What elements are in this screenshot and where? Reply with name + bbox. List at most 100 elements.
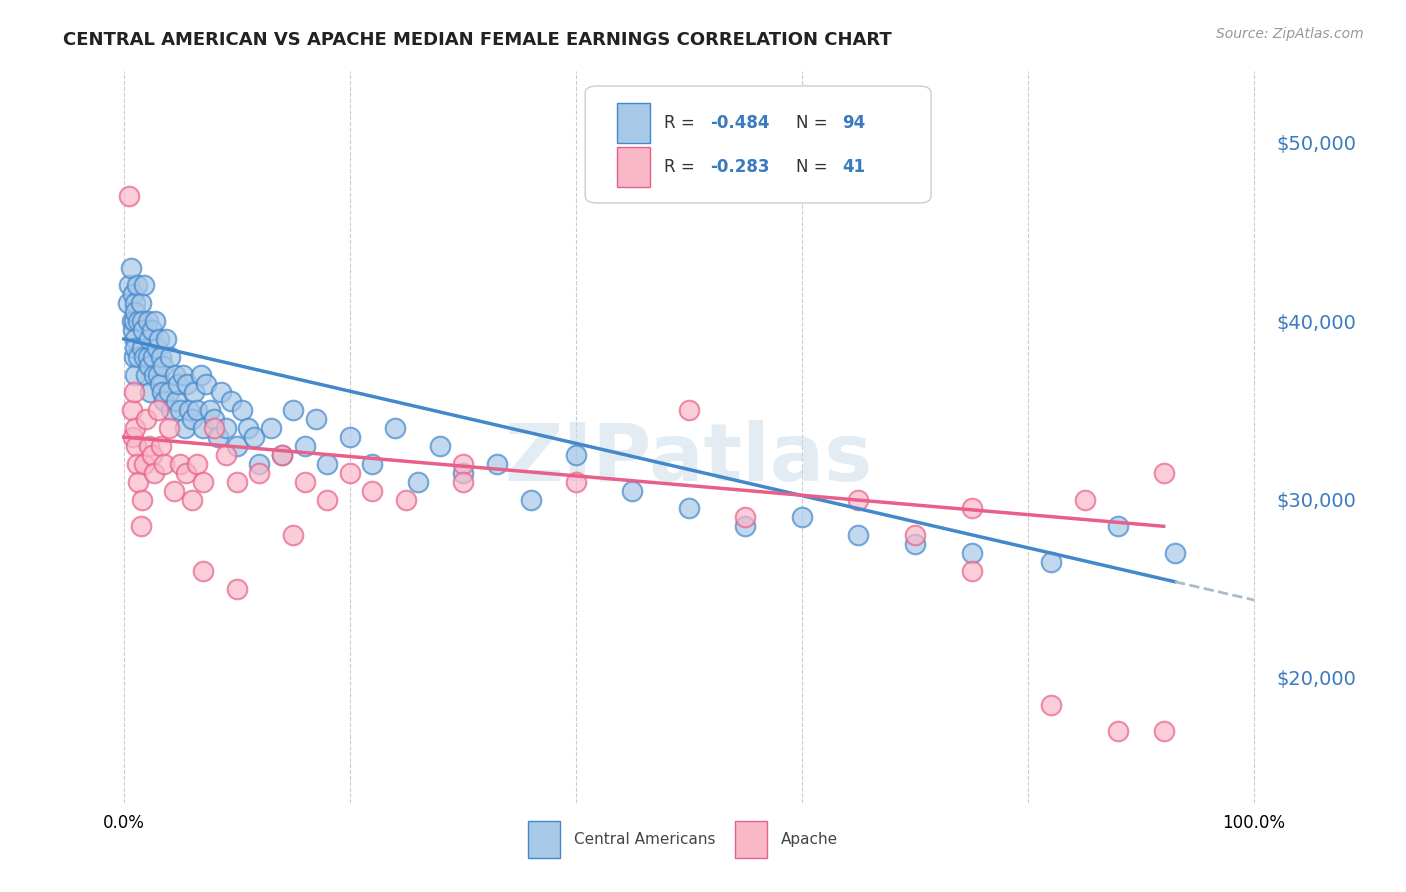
Point bbox=[316, 457, 339, 471]
Point bbox=[209, 385, 232, 400]
Point bbox=[339, 466, 361, 480]
Point bbox=[174, 466, 197, 480]
Point bbox=[249, 457, 271, 471]
Point bbox=[225, 582, 247, 596]
Point bbox=[121, 287, 143, 301]
Point bbox=[142, 350, 165, 364]
Point bbox=[339, 430, 361, 444]
Point bbox=[384, 421, 406, 435]
Point bbox=[131, 341, 153, 355]
Point bbox=[225, 475, 247, 489]
Point bbox=[138, 359, 160, 373]
Point bbox=[294, 439, 316, 453]
Point bbox=[451, 457, 474, 471]
Point bbox=[406, 475, 429, 489]
Point bbox=[186, 457, 208, 471]
Point bbox=[451, 466, 474, 480]
Point bbox=[172, 368, 194, 382]
Point bbox=[519, 492, 541, 507]
Point bbox=[121, 430, 143, 444]
Point bbox=[124, 296, 146, 310]
Point bbox=[1039, 698, 1062, 712]
Point bbox=[122, 350, 145, 364]
Point bbox=[202, 421, 225, 435]
Point bbox=[183, 385, 205, 400]
Point bbox=[165, 394, 187, 409]
Point bbox=[149, 376, 172, 391]
Point bbox=[195, 376, 218, 391]
Point bbox=[138, 439, 160, 453]
Point bbox=[678, 501, 700, 516]
Text: 41: 41 bbox=[842, 158, 866, 177]
FancyBboxPatch shape bbox=[527, 822, 560, 858]
Point bbox=[214, 448, 236, 462]
Point bbox=[146, 403, 169, 417]
Point bbox=[180, 412, 202, 426]
Point bbox=[139, 385, 162, 400]
Point bbox=[124, 341, 146, 355]
Point bbox=[146, 368, 169, 382]
Point bbox=[127, 350, 149, 364]
Point bbox=[155, 332, 177, 346]
Point bbox=[125, 439, 148, 453]
Point bbox=[904, 528, 927, 542]
Point bbox=[121, 323, 143, 337]
Point bbox=[1153, 724, 1175, 739]
Point bbox=[143, 466, 166, 480]
Point bbox=[124, 421, 146, 435]
Point bbox=[1164, 546, 1187, 560]
Point bbox=[214, 421, 236, 435]
Point bbox=[848, 492, 870, 507]
Point bbox=[135, 412, 157, 426]
Text: Central Americans: Central Americans bbox=[574, 832, 716, 847]
Point bbox=[283, 403, 305, 417]
Point bbox=[124, 305, 146, 319]
Point bbox=[173, 421, 195, 435]
Point bbox=[148, 332, 170, 346]
Point bbox=[129, 519, 152, 533]
Point bbox=[127, 314, 149, 328]
Point bbox=[138, 332, 160, 346]
Point bbox=[191, 564, 214, 578]
Point bbox=[159, 350, 181, 364]
Point bbox=[565, 448, 588, 462]
Point bbox=[1153, 466, 1175, 480]
Point bbox=[678, 403, 700, 417]
Point bbox=[163, 368, 186, 382]
Point bbox=[124, 368, 146, 382]
Point bbox=[242, 430, 264, 444]
Point bbox=[565, 475, 588, 489]
FancyBboxPatch shape bbox=[585, 86, 931, 203]
Point bbox=[134, 457, 156, 471]
Point bbox=[127, 278, 149, 293]
Point bbox=[145, 341, 167, 355]
FancyBboxPatch shape bbox=[735, 822, 768, 858]
Point bbox=[485, 457, 508, 471]
Point bbox=[141, 448, 163, 462]
Point bbox=[249, 466, 271, 480]
FancyBboxPatch shape bbox=[617, 103, 650, 143]
Text: Apache: Apache bbox=[782, 832, 838, 847]
Point bbox=[361, 457, 384, 471]
Point bbox=[294, 475, 316, 489]
Point bbox=[848, 528, 870, 542]
Point bbox=[191, 475, 214, 489]
Point bbox=[129, 296, 152, 310]
Point bbox=[141, 323, 163, 337]
Point bbox=[904, 537, 927, 551]
Point bbox=[169, 457, 191, 471]
Point bbox=[207, 430, 229, 444]
Point bbox=[179, 403, 201, 417]
Point bbox=[136, 350, 159, 364]
Point bbox=[316, 492, 339, 507]
Point bbox=[191, 421, 214, 435]
Point bbox=[236, 421, 259, 435]
Point bbox=[960, 546, 983, 560]
Point bbox=[305, 412, 328, 426]
Text: ZIPatlas: ZIPatlas bbox=[505, 420, 873, 498]
FancyBboxPatch shape bbox=[617, 146, 650, 187]
Point bbox=[790, 510, 813, 524]
Point bbox=[225, 439, 247, 453]
Point bbox=[219, 394, 242, 409]
Point bbox=[960, 564, 983, 578]
